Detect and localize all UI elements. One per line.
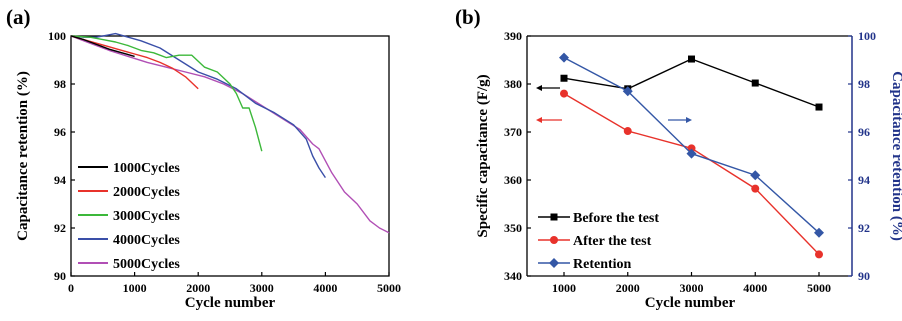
series-line-4000cycles: [70, 32, 326, 178]
panel-a-series: [70, 32, 390, 234]
panel-a-y-tick-label: 98: [54, 77, 66, 91]
data-point-retention: [686, 148, 697, 159]
data-point-after-the-test: [623, 127, 632, 136]
panel-b-y-tick-label: 380: [504, 77, 522, 91]
panel-a: (a) 0 1000 2000 3000 4000 5000 9092949698100 …: [6, 5, 401, 311]
panel-a-x-ticks: 0 1000 2000 3000 4000 5000: [68, 272, 401, 295]
panel-b-y2-tick-label: 96: [858, 125, 870, 139]
panel-b-x-axis-title: Cycle number: [645, 295, 736, 311]
data-point-retention: [814, 227, 824, 238]
panel-b-legend: Before the test After the test Retention: [538, 211, 659, 272]
left-axis-arrow-black: [536, 85, 560, 91]
panel-b-y2-ticks: 90 92 94 96 98 100: [848, 29, 876, 283]
panel-a-y-tick-label: 96: [54, 125, 66, 139]
data-point-retention: [622, 86, 633, 97]
data-point-before-the-test: [751, 79, 759, 87]
series-line-after-the-test: [563, 92, 820, 255]
panel-b-y2-tick-label: 92: [858, 221, 870, 235]
panel-b-y-tick-label: 390: [504, 29, 522, 43]
panel-b-y2-tick-label: 90: [858, 269, 870, 283]
panel-a-x-tick-label: 0: [68, 281, 74, 295]
panel-a-x-tick-label: 2000: [186, 281, 210, 295]
panel-a-x-tick-label: 3000: [250, 281, 274, 295]
panel-b-y2-tick-label: 94: [858, 173, 870, 187]
panel-b-y2-tick-label: 100: [858, 29, 876, 43]
legend-label-before-the-test: Before the test: [573, 211, 659, 226]
data-point-before-the-test: [560, 74, 568, 82]
data-point-after-the-test: [815, 250, 823, 259]
panel-a-y-ticks: 90 92 94 96 98 100: [48, 29, 75, 283]
panel-b-x-tick-label: 1000: [552, 281, 576, 295]
data-point-before-the-test: [688, 55, 695, 63]
legend-label-4000cycles: 4000Cycles: [113, 233, 180, 248]
series-line-before-the-test: [563, 58, 820, 108]
panel-a-x-tick-label: 1000: [123, 281, 147, 295]
panel-a-y-tick-label: 94: [54, 173, 66, 187]
legend-label-3000cycles: 3000Cycles: [113, 209, 180, 224]
panel-b-y-tick-label: 350: [504, 221, 522, 235]
panel-a-label: (a): [6, 5, 31, 29]
panel-a-y-tick-label: 100: [48, 29, 66, 43]
panel-a-y-axis-title: Capacitance retention (%): [15, 71, 31, 241]
legend-swatch-marker-before-the-test: [550, 213, 558, 221]
data-point-after-the-test: [687, 144, 696, 153]
panel-a-y-tick-label: 90: [54, 269, 66, 283]
panel-b-x-tick-label: 5000: [807, 281, 831, 295]
data-point-retention: [559, 52, 569, 63]
series-line-1000cycles: [70, 35, 135, 58]
series-line-2000cycles: [70, 35, 199, 90]
data-point-after-the-test: [751, 184, 760, 193]
panel-b-y-tick-label: 340: [504, 269, 522, 283]
panel-a-x-axis-title: Cycle number: [185, 295, 276, 311]
series-line-5000cycles: [70, 35, 390, 234]
series-line-3000cycles: [70, 35, 263, 152]
panel-a-plot-frame: [70, 35, 390, 277]
panel-b-x-tick-label: 3000: [680, 281, 704, 295]
panel-b: (b) 1000 2000 3000 4000 5000 340 350 360 370 380…: [455, 5, 902, 311]
panel-b-y2-axis-title: Capacitance retention (%): [889, 71, 902, 241]
legend-label-2000cycles: 2000Cycles: [113, 185, 180, 200]
legend-label-after-the-test: After the test: [573, 234, 652, 249]
panel-b-y-axis-title: Specific capacitance (F/g): [475, 74, 491, 237]
panel-b-x-tick-label: 2000: [616, 281, 640, 295]
panel-a-x-tick-label: 5000: [377, 281, 401, 295]
panel-a-legend: 1000Cycles 2000Cycles 3000Cycles 4000Cycles…: [78, 161, 180, 272]
panel-b-series: [559, 52, 824, 259]
legend-label-1000cycles: 1000Cycles: [113, 161, 180, 176]
left-axis-arrow-red: [536, 117, 562, 123]
panel-a-y-tick-label: 92: [54, 221, 66, 235]
right-axis-arrow-blue: [668, 117, 692, 123]
legend-swatch-marker-retention: [549, 258, 559, 268]
panel-b-y-tick-label: 370: [504, 125, 522, 139]
panel-b-y-ticks: 340 350 360 370 380 390: [504, 29, 531, 283]
panel-b-label: (b): [455, 5, 481, 29]
panel-b-y2-tick-label: 98: [858, 77, 870, 91]
panel-a-x-tick-label: 4000: [313, 281, 337, 295]
data-point-retention: [750, 170, 761, 181]
data-point-after-the-test: [560, 89, 568, 98]
legend-swatch-marker-after-the-test: [550, 236, 558, 244]
panel-b-x-ticks: 1000 2000 3000 4000 5000: [552, 272, 831, 295]
legend-label-5000cycles: 5000Cycles: [113, 257, 180, 272]
panel-b-x-tick-label: 4000: [743, 281, 767, 295]
panel-b-y-tick-label: 360: [504, 173, 522, 187]
legend-label-retention: Retention: [573, 257, 632, 272]
data-point-before-the-test: [815, 103, 823, 111]
